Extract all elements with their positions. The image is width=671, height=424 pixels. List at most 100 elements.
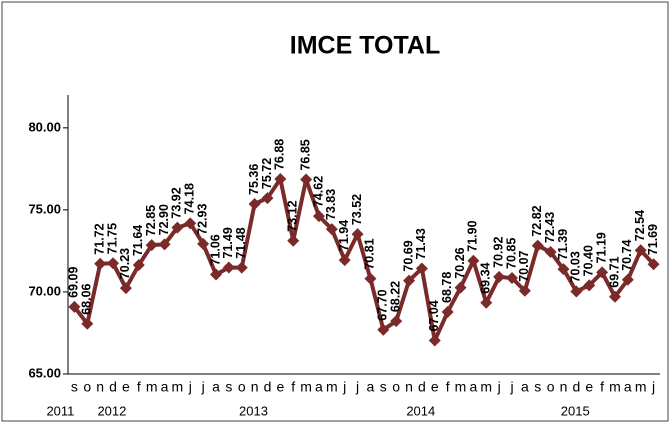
data-label: 76.85: [298, 139, 312, 170]
x-tick-label: f: [600, 379, 604, 395]
data-point: [107, 257, 120, 270]
data-point: [312, 210, 325, 223]
x-tick-label: s: [534, 379, 541, 395]
data-label: 71.94: [337, 220, 351, 251]
data-point: [506, 271, 518, 284]
y-tick-label: 75.00: [28, 201, 61, 216]
data-label: 72.90: [157, 204, 171, 235]
x-tick-label: e: [276, 379, 284, 395]
data-point: [325, 223, 338, 236]
x-tick-label: j: [651, 379, 655, 395]
data-point: [338, 254, 351, 267]
x-tick-label: a: [212, 379, 220, 395]
data-point: [184, 217, 197, 230]
data-point: [364, 272, 377, 285]
data-point: [94, 257, 107, 270]
data-point: [171, 221, 184, 234]
data-point: [583, 279, 596, 292]
x-tick-label: a: [161, 379, 169, 395]
data-label: 70.40: [582, 245, 596, 276]
x-tick-label: f: [137, 379, 141, 395]
data-label: 68.06: [80, 283, 94, 314]
data-point: [210, 268, 222, 281]
data-label: 70.81: [363, 238, 377, 269]
data-label: 72.93: [195, 204, 209, 235]
data-point: [158, 238, 171, 251]
x-tick-label: f: [291, 379, 295, 395]
x-tick-label: m: [480, 379, 492, 395]
x-tick-label: d: [572, 379, 580, 395]
data-label: 70.26: [453, 247, 467, 278]
x-tick-label: e: [122, 379, 130, 395]
data-label: 69.71: [607, 256, 621, 287]
x-tick-label: n: [251, 379, 259, 395]
data-point: [570, 285, 583, 298]
data-label: 74.62: [311, 176, 325, 207]
data-label: 71.69: [646, 224, 660, 255]
data-point: [518, 284, 531, 297]
data-point: [608, 290, 621, 303]
data-point: [222, 261, 235, 274]
series-line: [72, 177, 656, 343]
data-label: 70.69: [401, 240, 415, 271]
data-point: [197, 237, 210, 250]
data-label: 70.03: [569, 251, 583, 282]
data-point: [634, 244, 647, 257]
data-point: [415, 262, 428, 275]
data-point: [428, 334, 441, 347]
year-label: 2011: [46, 403, 74, 418]
data-label: 73.52: [350, 194, 364, 225]
x-tick-label: m: [146, 379, 158, 395]
data-label: 70.23: [118, 248, 132, 279]
x-tick-label: d: [418, 379, 426, 395]
x-tick-label: s: [71, 379, 78, 395]
data-label: 71.43: [414, 228, 428, 259]
data-point: [390, 315, 403, 328]
x-tick-label: d: [109, 379, 117, 395]
data-point: [132, 259, 145, 272]
data-point: [596, 266, 609, 279]
x-tick-label: a: [469, 379, 477, 395]
data-point: [377, 323, 390, 336]
y-tick-label: 70.00: [28, 283, 61, 298]
data-label: 71.72: [92, 223, 106, 254]
data-label: 69.09: [67, 267, 81, 298]
data-label: 72.82: [530, 205, 544, 236]
data-point: [480, 296, 493, 309]
data-label: 68.78: [440, 272, 454, 303]
data-point: [557, 263, 570, 276]
data-point: [81, 317, 94, 330]
year-label: 2013: [239, 403, 268, 418]
x-tick-label: o: [547, 379, 555, 395]
data-point: [531, 239, 544, 252]
x-tick-label: a: [521, 379, 529, 395]
data-label: 71.49: [221, 227, 235, 258]
data-point: [119, 282, 132, 295]
data-point: [467, 254, 480, 267]
x-tick-label: j: [497, 379, 501, 395]
data-label: 73.12: [286, 200, 300, 231]
data-label: 71.90: [466, 220, 480, 251]
x-tick-label: j: [201, 379, 205, 395]
data-label: 74.18: [183, 183, 197, 214]
data-point: [261, 192, 274, 205]
data-point: [235, 261, 248, 274]
data-label: 72.85: [144, 205, 158, 236]
data-label: 70.07: [517, 250, 531, 281]
data-label: 70.85: [504, 238, 518, 269]
data-point: [68, 300, 81, 313]
data-point: [647, 258, 660, 271]
data-label: 75.72: [260, 158, 274, 189]
x-tick-label: m: [326, 379, 338, 395]
data-label: 71.48: [234, 227, 248, 258]
data-label: 73.83: [324, 189, 338, 220]
x-tick-label: n: [96, 379, 104, 395]
x-tick-label: j: [188, 379, 192, 395]
x-tick-label: s: [225, 379, 232, 395]
data-point: [351, 228, 364, 241]
data-point: [544, 246, 557, 259]
year-label: 2012: [97, 403, 126, 418]
data-point: [403, 274, 416, 287]
data-label: 72.43: [543, 212, 557, 243]
